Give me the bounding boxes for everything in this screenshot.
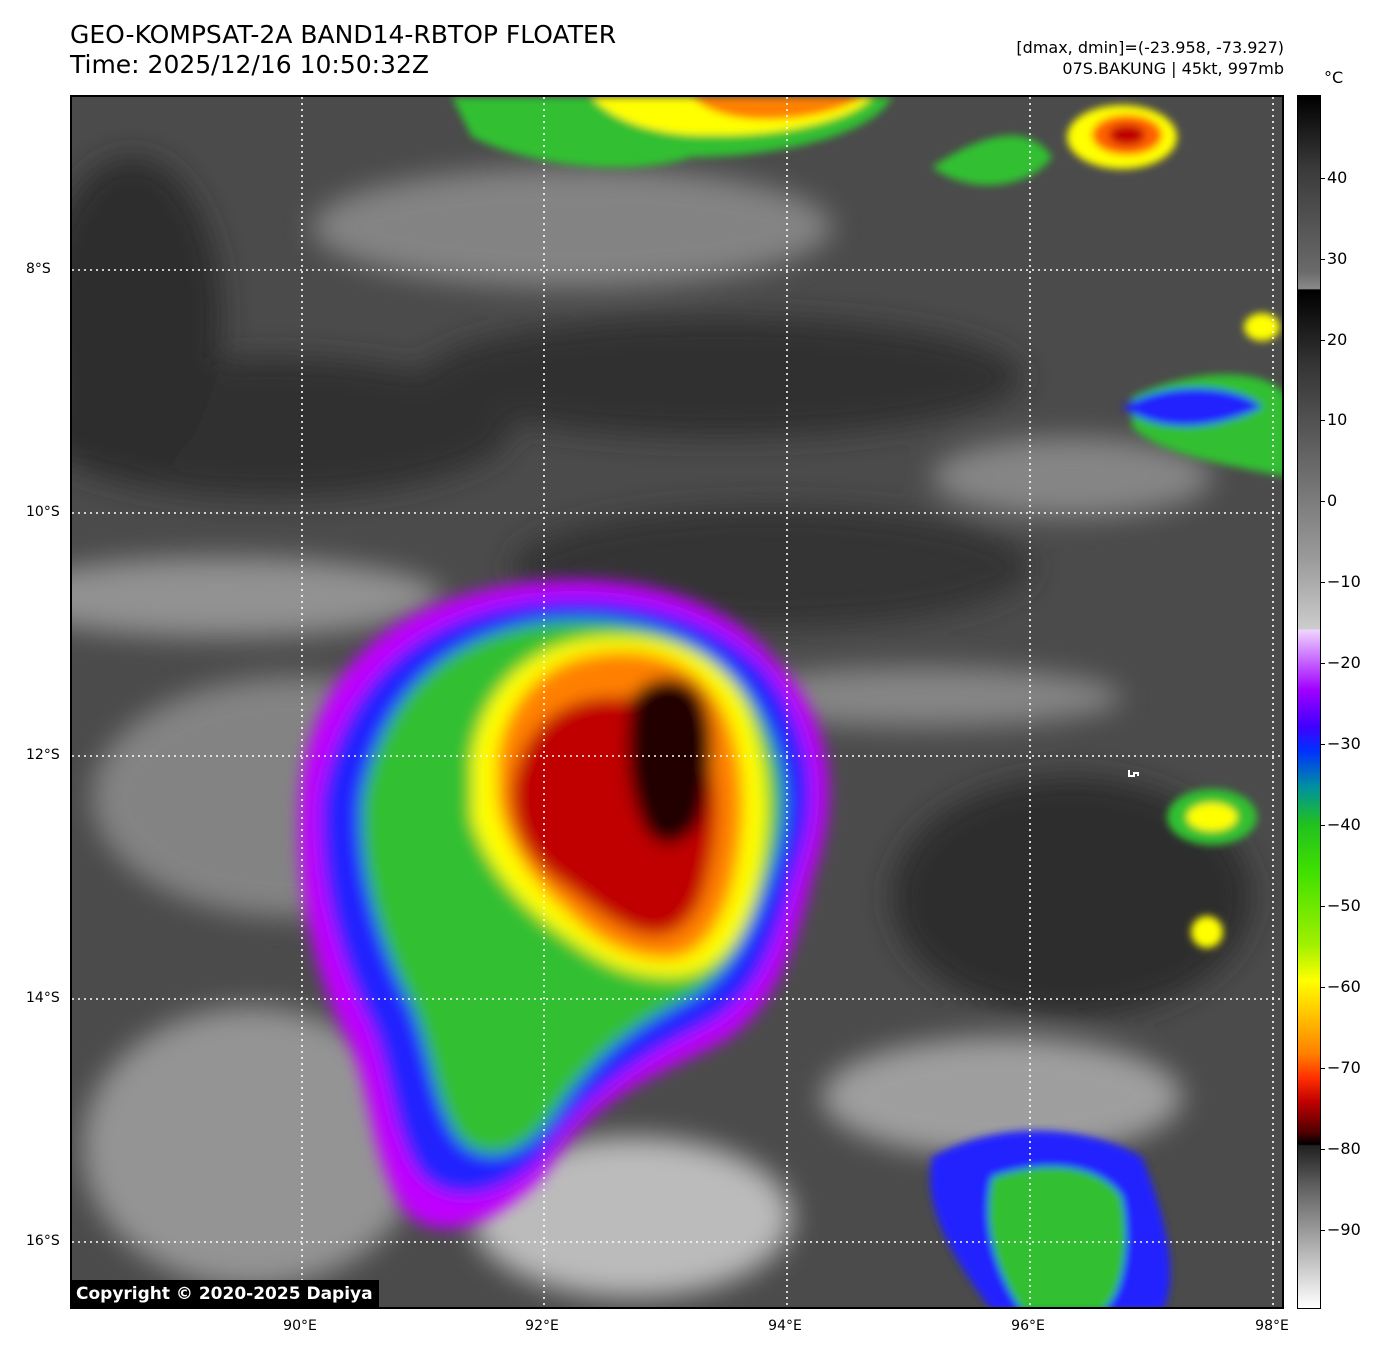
colorbar-tick-minus50: −50 xyxy=(1327,896,1361,915)
colorbar-tick-40: 40 xyxy=(1327,168,1348,187)
satellite-map xyxy=(70,95,1284,1309)
title-line-time: Time: 2025/12/16 10:50:32Z xyxy=(70,50,429,79)
colorbar xyxy=(1297,95,1321,1309)
lat-label-8s: 8°S xyxy=(26,261,51,277)
lon-label-96e: 96°E xyxy=(1011,1318,1045,1334)
lat-label-14s: 14°S xyxy=(26,990,60,1006)
title-line-satellite: GEO-KOMPSAT-2A BAND14-RBTOP FLOATER xyxy=(70,20,617,49)
colorbar-tick-minus40: −40 xyxy=(1327,815,1361,834)
copyright-badge: Copyright © 2020-2025 Dapiya xyxy=(70,1280,379,1308)
lon-label-92e: 92°E xyxy=(525,1318,559,1334)
colorbar-tick-minus70: −70 xyxy=(1327,1058,1361,1077)
lat-label-10s: 10°S xyxy=(26,504,60,520)
range-text: [dmax, dmin]=(-23.958, -73.927) xyxy=(1016,38,1284,57)
colorbar-tick-20: 20 xyxy=(1327,330,1348,349)
colorbar-tick-minus80: −80 xyxy=(1327,1139,1361,1158)
colorbar-tick-10: 10 xyxy=(1327,410,1348,429)
storm-text: 07S.BAKUNG | 45kt, 997mb xyxy=(1062,59,1284,78)
colorbar-tick-minus10: −10 xyxy=(1327,572,1361,591)
lat-label-16s: 16°S xyxy=(26,1233,60,1249)
storm-center-marker xyxy=(1128,770,1139,777)
lon-label-94e: 94°E xyxy=(768,1318,802,1334)
lon-label-98e: 98°E xyxy=(1255,1318,1289,1334)
colorbar-tick-minus90: −90 xyxy=(1327,1220,1361,1239)
colorbar-tick-minus60: −60 xyxy=(1327,977,1361,996)
storm-meta: [dmax, dmin]=(-23.958, -73.927) 07S.BAKU… xyxy=(1016,37,1284,79)
chart-title: GEO-KOMPSAT-2A BAND14-RBTOP FLOATER Time… xyxy=(70,20,616,80)
colorbar-tick-minus20: −20 xyxy=(1327,653,1361,672)
map-imagery xyxy=(72,97,1282,1307)
colorbar-tick-30: 30 xyxy=(1327,249,1348,268)
colorbar-tick-0: 0 xyxy=(1327,491,1338,510)
lon-label-90e: 90°E xyxy=(283,1318,317,1334)
lat-label-12s: 12°S xyxy=(26,747,60,763)
colorbar-tick-minus30: −30 xyxy=(1327,734,1361,753)
colorbar-unit: °C xyxy=(1324,68,1344,87)
